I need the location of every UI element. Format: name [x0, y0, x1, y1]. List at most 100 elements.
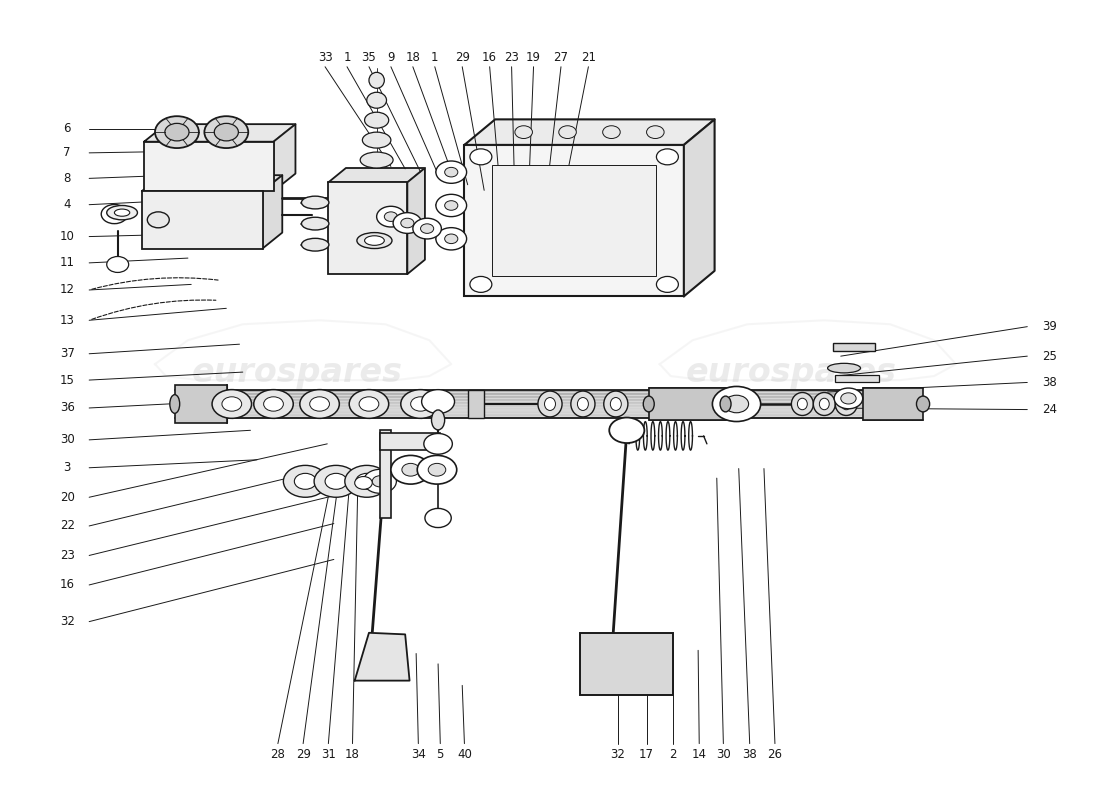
Circle shape: [326, 474, 346, 490]
Text: 19: 19: [526, 50, 541, 64]
Bar: [833, 342, 875, 350]
Ellipse shape: [364, 236, 384, 246]
Circle shape: [424, 434, 452, 454]
Bar: [379, 430, 390, 518]
Ellipse shape: [356, 233, 392, 249]
Circle shape: [657, 277, 679, 292]
Bar: [468, 390, 484, 418]
Text: 17: 17: [639, 748, 654, 762]
Circle shape: [372, 476, 387, 487]
Bar: [464, 145, 684, 296]
Text: 31: 31: [321, 748, 336, 762]
Bar: [862, 388, 923, 420]
Bar: [580, 633, 673, 695]
Circle shape: [420, 224, 433, 234]
Circle shape: [421, 390, 454, 414]
Circle shape: [713, 386, 761, 422]
Circle shape: [363, 470, 396, 494]
Circle shape: [284, 466, 328, 498]
Text: 10: 10: [59, 230, 75, 243]
Circle shape: [315, 466, 358, 498]
Text: 8: 8: [64, 172, 70, 185]
Circle shape: [205, 116, 249, 148]
Circle shape: [400, 218, 414, 228]
Text: 2: 2: [669, 748, 676, 762]
Circle shape: [393, 213, 421, 234]
Circle shape: [470, 277, 492, 292]
Ellipse shape: [301, 196, 329, 209]
Circle shape: [349, 390, 388, 418]
Text: 6: 6: [64, 122, 72, 135]
Bar: [142, 191, 263, 249]
Bar: [835, 375, 879, 382]
Text: eurospares: eurospares: [686, 355, 896, 389]
Text: 39: 39: [1042, 320, 1057, 333]
Circle shape: [300, 390, 339, 418]
Circle shape: [254, 390, 294, 418]
Text: 32: 32: [610, 748, 626, 762]
Bar: [144, 142, 274, 191]
Circle shape: [609, 418, 645, 443]
Circle shape: [354, 477, 372, 490]
Text: 9: 9: [387, 50, 395, 64]
Text: 3: 3: [64, 462, 70, 474]
Ellipse shape: [835, 393, 857, 415]
Bar: [175, 386, 228, 422]
Text: 27: 27: [553, 50, 569, 64]
Bar: [379, 433, 440, 450]
Circle shape: [212, 390, 252, 418]
Circle shape: [355, 474, 377, 490]
Polygon shape: [142, 175, 283, 191]
Ellipse shape: [791, 393, 813, 415]
Ellipse shape: [114, 209, 130, 216]
Circle shape: [834, 388, 862, 409]
Circle shape: [657, 149, 679, 165]
Circle shape: [428, 463, 446, 476]
Circle shape: [436, 228, 466, 250]
Circle shape: [384, 212, 397, 222]
Ellipse shape: [644, 396, 654, 412]
Polygon shape: [354, 633, 409, 681]
Text: 29: 29: [454, 50, 470, 64]
Circle shape: [840, 393, 856, 404]
Circle shape: [412, 218, 441, 239]
Circle shape: [436, 194, 466, 217]
Ellipse shape: [364, 112, 388, 128]
Text: 1: 1: [343, 50, 351, 64]
Text: 38: 38: [1042, 376, 1057, 389]
Text: 4: 4: [64, 198, 72, 211]
Circle shape: [417, 455, 456, 484]
Circle shape: [647, 126, 664, 138]
Text: 26: 26: [768, 748, 782, 762]
Circle shape: [725, 395, 749, 413]
Ellipse shape: [571, 391, 595, 417]
Circle shape: [444, 201, 458, 210]
Circle shape: [222, 397, 242, 411]
Text: 12: 12: [59, 283, 75, 297]
Bar: [649, 388, 726, 420]
Text: 7: 7: [64, 146, 72, 159]
Text: 33: 33: [318, 50, 332, 64]
Text: 14: 14: [692, 748, 706, 762]
Ellipse shape: [798, 398, 807, 410]
Circle shape: [559, 126, 576, 138]
Text: 30: 30: [59, 434, 75, 446]
Circle shape: [344, 466, 388, 498]
Bar: [329, 182, 407, 274]
Text: 34: 34: [411, 748, 426, 762]
Text: 11: 11: [59, 256, 75, 270]
Ellipse shape: [604, 391, 628, 417]
Polygon shape: [329, 168, 425, 182]
Circle shape: [603, 126, 620, 138]
Text: 21: 21: [581, 50, 596, 64]
Polygon shape: [464, 119, 715, 145]
Circle shape: [402, 463, 419, 476]
Circle shape: [359, 397, 378, 411]
Ellipse shape: [827, 363, 860, 373]
Ellipse shape: [916, 396, 930, 412]
Ellipse shape: [610, 398, 621, 410]
Polygon shape: [274, 124, 296, 191]
Ellipse shape: [720, 396, 732, 412]
Text: 25: 25: [1042, 350, 1057, 362]
Text: 20: 20: [59, 490, 75, 504]
